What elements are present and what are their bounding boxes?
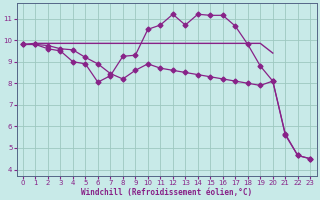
X-axis label: Windchill (Refroidissement éolien,°C): Windchill (Refroidissement éolien,°C) [81,188,252,197]
